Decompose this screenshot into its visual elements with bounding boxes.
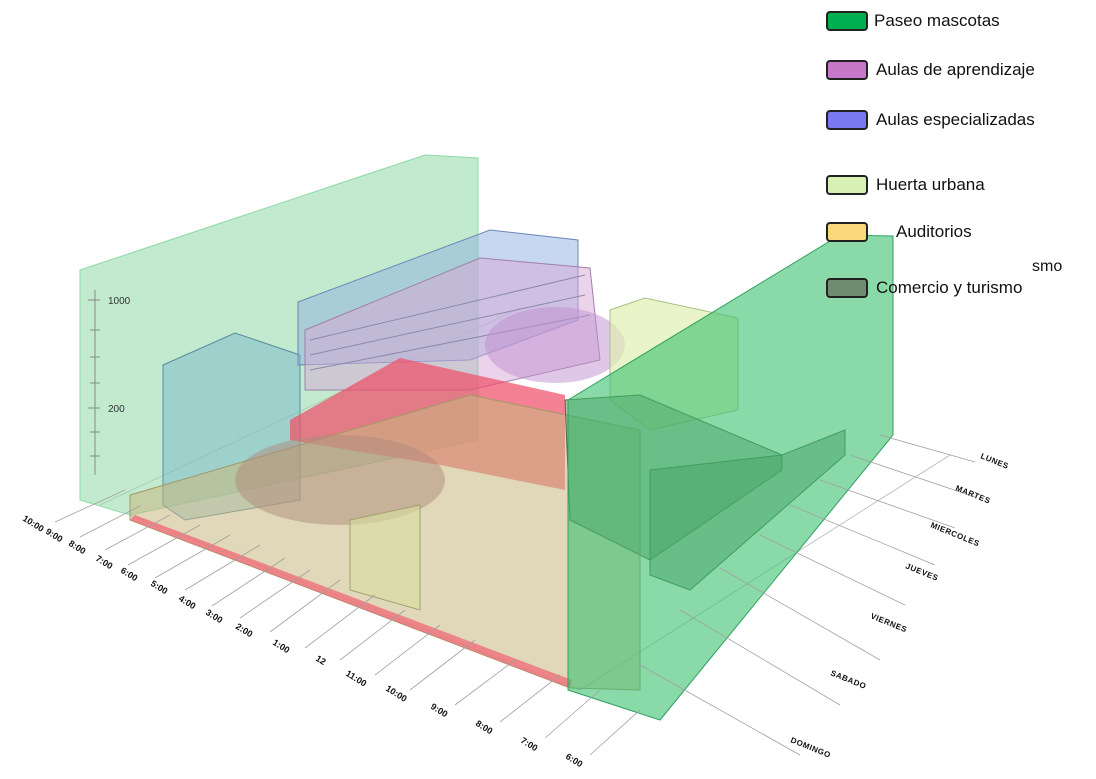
- time-label: 7:00: [94, 553, 115, 571]
- legend-label: Auditorios: [896, 222, 972, 241]
- time-label: 5:00: [149, 578, 170, 596]
- time-label: 8:00: [474, 718, 495, 736]
- aulas-aprendizaje-stripe: [309, 274, 586, 341]
- time-label: 9:00: [44, 526, 65, 544]
- legend-swatch: [826, 11, 868, 31]
- legend-label: Paseo mascotas: [874, 11, 1000, 30]
- aulas-aprendizaje-stripe: [309, 294, 586, 356]
- legend-item-aulas-aprendizaje: Aulas de aprendizaje: [826, 60, 1035, 80]
- stray-text: smo: [1032, 258, 1063, 275]
- day-label: VIERNES: [869, 612, 908, 635]
- red-floor-strip: [130, 515, 572, 688]
- comercio-brown-cluster: [235, 435, 445, 525]
- time-label: 2:00: [234, 621, 255, 639]
- time-label: 6:00: [564, 751, 585, 769]
- time-label: 10:00: [21, 513, 46, 534]
- day-label: SABADO: [829, 669, 867, 691]
- legend-label: Aulas de aprendizaje: [876, 60, 1035, 79]
- y-tick-label: 1000: [108, 296, 131, 307]
- legend-swatch: [826, 222, 868, 242]
- legend-item-auditorios: Auditorios: [826, 222, 972, 242]
- aulas-aprendizaje-cluster: [485, 307, 625, 383]
- legend-swatch: [826, 175, 868, 195]
- y-axis: [88, 290, 100, 475]
- legend-item-paseo-mascotas: Paseo mascotas: [826, 11, 1000, 31]
- day-label: LUNES: [979, 452, 1010, 471]
- time-axis-ticks: [54, 489, 641, 756]
- legend-label: Huerta urbana: [876, 175, 985, 194]
- day-axis-lines: [639, 434, 976, 756]
- legend-item-aulas-especializadas: Aulas especializadas: [826, 110, 1035, 130]
- time-label: 6:00: [119, 565, 140, 583]
- day-label: DOMINGO: [789, 736, 832, 760]
- legend-label: Comercio y turismo: [876, 278, 1023, 297]
- time-label: 7:00: [519, 735, 540, 753]
- time-label: 1:00: [271, 637, 292, 655]
- legend-item-huerta-urbana: Huerta urbana: [826, 175, 985, 195]
- time-label: 9:00: [429, 701, 450, 719]
- day-label: MIERCOLES: [929, 521, 981, 549]
- time-label: 10:00: [384, 683, 409, 704]
- legend-swatch: [826, 60, 868, 80]
- time-label: 4:00: [177, 593, 198, 611]
- time-label: 11:00: [344, 668, 368, 688]
- huerta-front-box: [349, 504, 421, 611]
- day-label: MARTES: [954, 484, 992, 506]
- time-label: 12: [314, 653, 328, 667]
- legend-item-comercio-turismo: Comercio y turismo: [826, 278, 1022, 298]
- legend-swatch: [826, 278, 868, 298]
- legend-swatch: [826, 110, 868, 130]
- legend-label: Aulas especializadas: [876, 110, 1035, 129]
- y-tick-label: 200: [108, 404, 125, 415]
- time-label: 3:00: [204, 607, 225, 625]
- time-label: 8:00: [67, 538, 88, 556]
